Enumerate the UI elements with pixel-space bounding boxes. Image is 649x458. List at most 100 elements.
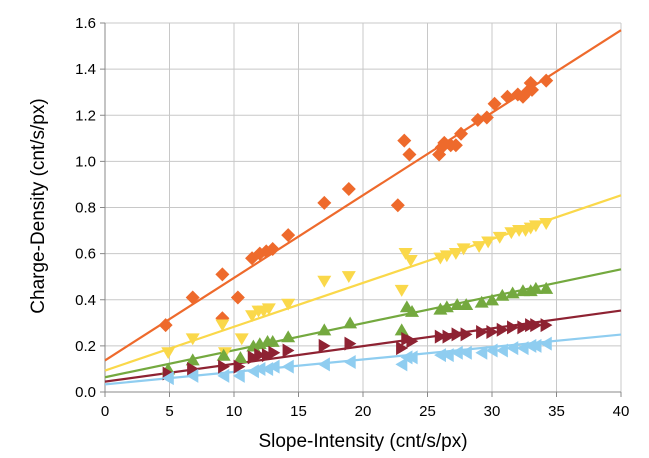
y-tick-label: 0.4 <box>75 292 96 309</box>
diamond-marker <box>500 89 515 104</box>
triangle-up-marker <box>343 316 358 329</box>
triangle-right-marker <box>406 334 419 349</box>
triangle-up-marker <box>539 281 554 294</box>
x-tick-label: 10 <box>226 403 243 420</box>
triangle-down-marker <box>403 254 418 267</box>
diamond-marker <box>479 110 494 125</box>
triangle-down-marker <box>472 241 487 254</box>
triangle-right-marker <box>396 341 408 356</box>
triangle-left-marker <box>485 343 498 358</box>
triangle-right-marker <box>451 327 464 342</box>
triangle-down-marker <box>439 250 454 263</box>
triangle-up-marker <box>459 298 474 310</box>
tick-labels: 0 5 10 15 20 25 30 35 40 0.0 0.2 0.4 0.6 0.8 1.0 1.2 1.4… <box>75 15 629 420</box>
triangle-down-marker <box>448 248 463 260</box>
y-tick-label: 1.6 <box>75 15 96 32</box>
triangle-left-marker <box>318 357 330 372</box>
triangle-up-marker <box>394 323 409 336</box>
triangle-right-marker <box>476 325 488 340</box>
x-tick-label: 40 <box>613 403 630 420</box>
triangle-down-marker <box>185 333 200 346</box>
triangle-left-marker <box>405 350 418 365</box>
triangle-up-marker <box>485 293 499 306</box>
triangle-left-marker <box>217 368 230 383</box>
triangle-up-marker <box>405 304 420 317</box>
triangle-left-marker <box>343 355 356 370</box>
diamond-marker <box>524 82 539 97</box>
data-points <box>158 73 554 386</box>
triangle-up-marker <box>281 330 296 343</box>
diamond-marker <box>265 242 280 257</box>
y-axis-title: Charge-Density (cnt/s/px) <box>28 98 49 313</box>
diamond-marker <box>454 126 469 141</box>
triangle-left-marker <box>529 338 542 353</box>
triangle-left-marker <box>253 361 266 376</box>
triangle-right-marker <box>254 348 267 363</box>
x-tick-label: 20 <box>355 403 372 420</box>
triangle-right-marker <box>318 338 331 353</box>
triangle-up-marker <box>495 288 510 301</box>
x-tick-label: 5 <box>165 403 173 420</box>
diamond-marker <box>539 73 554 88</box>
diamond-marker <box>185 290 200 305</box>
triangle-right-marker <box>540 318 553 333</box>
triangle-right-marker <box>460 327 473 342</box>
triangle-left-marker <box>232 368 245 383</box>
diamond-marker <box>397 133 412 148</box>
triangle-down-marker <box>481 236 496 249</box>
triangle-down-marker <box>394 284 409 297</box>
triangle-down-marker <box>234 333 249 346</box>
triangle-right-marker <box>442 329 455 344</box>
diamond-marker <box>317 195 332 210</box>
diamond-marker <box>487 96 502 111</box>
triangle-down-marker <box>398 248 413 260</box>
triangle-right-marker <box>507 320 519 335</box>
triangle-right-marker <box>247 350 260 365</box>
triangle-right-marker <box>261 348 274 363</box>
triangle-down-marker <box>456 243 471 256</box>
axes <box>100 22 622 397</box>
diamond-marker <box>230 290 245 305</box>
grid <box>105 22 622 392</box>
triangle-left-marker <box>395 357 408 372</box>
triangle-up-marker <box>233 351 248 364</box>
diamond-marker <box>390 198 405 213</box>
triangle-up-marker <box>216 348 231 361</box>
x-tick-label: 25 <box>419 403 436 420</box>
y-tick-label: 0.8 <box>75 200 96 217</box>
triangle-left-marker <box>516 341 529 356</box>
x-tick-label: 35 <box>548 403 565 420</box>
triangle-up-marker <box>185 353 200 366</box>
x-tick-label: 15 <box>290 403 307 420</box>
diamond-marker <box>158 318 173 333</box>
triangle-right-marker <box>268 345 281 360</box>
y-tick-label: 1.0 <box>75 153 96 170</box>
triangle-up-marker <box>474 295 489 308</box>
triangle-up-marker <box>528 281 543 294</box>
triangle-down-marker <box>245 310 260 323</box>
triangle-up-marker <box>265 334 280 347</box>
triangle-right-marker <box>233 359 246 374</box>
triangle-down-marker <box>539 218 554 230</box>
triangle-left-marker <box>496 343 508 358</box>
triangle-left-marker <box>186 368 199 383</box>
triangle-up-marker <box>317 323 332 336</box>
triangle-left-marker <box>281 359 294 374</box>
diamond-marker <box>215 267 230 282</box>
triangle-left-marker <box>506 341 519 356</box>
diamond-marker <box>341 182 356 197</box>
triangle-left-marker <box>539 336 552 351</box>
diamond-marker <box>402 147 417 162</box>
x-axis-title: Slope-Intensity (cnt/s/px) <box>258 431 467 452</box>
triangle-down-marker <box>528 220 543 233</box>
triangle-right-marker <box>344 336 357 351</box>
diamond-marker <box>448 138 463 153</box>
x-tick-label: 0 <box>101 403 109 420</box>
triangle-right-marker <box>496 322 509 337</box>
triangle-down-marker <box>341 271 356 283</box>
triangle-right-marker <box>218 359 230 374</box>
triangle-up-marker <box>505 286 520 299</box>
triangle-left-marker <box>161 371 174 386</box>
y-tick-label: 1.4 <box>75 61 96 78</box>
triangle-up-marker <box>450 298 465 310</box>
